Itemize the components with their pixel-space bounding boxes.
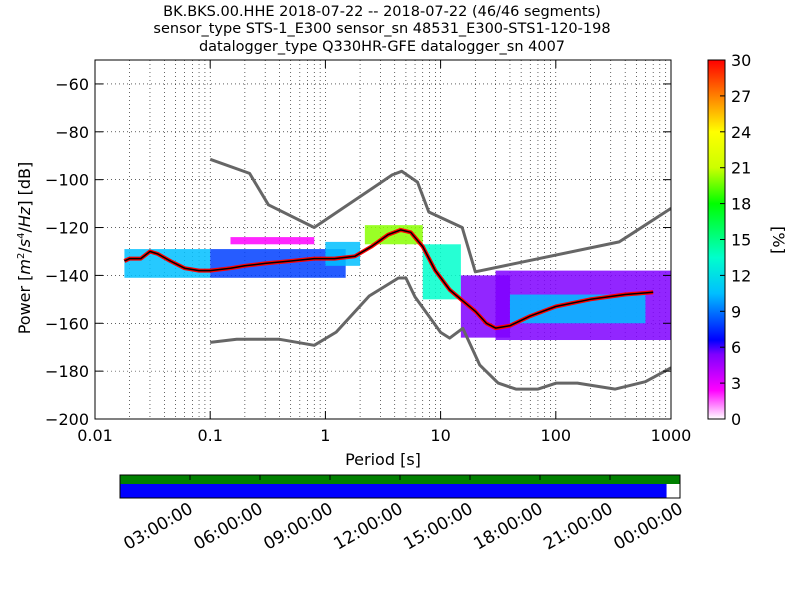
timeline-tick-label: 18:00:00 bbox=[470, 499, 546, 555]
timeline-tick-label: 21:00:00 bbox=[540, 499, 616, 555]
x-tick-label: 1 bbox=[320, 426, 330, 445]
y-tick-label: −120 bbox=[45, 219, 89, 238]
plot-frame bbox=[94, 59, 672, 420]
colorbar-tick-label: 3 bbox=[731, 374, 741, 393]
timeline-tick-label: 12:00:00 bbox=[330, 499, 406, 555]
y-tick-label: −100 bbox=[45, 171, 89, 190]
y-tick-label: −160 bbox=[45, 314, 89, 333]
y-tick-label: −140 bbox=[45, 266, 89, 285]
x-axis-label: Period [s] bbox=[345, 450, 421, 469]
psd-heatmap bbox=[124, 225, 671, 341]
chart-title-line-1: BK.BKS.00.HHE 2018-07-22 -- 2018-07-22 (… bbox=[163, 4, 601, 20]
heatmap-cell bbox=[509, 294, 646, 324]
colorbar-label: [%] bbox=[769, 226, 788, 254]
median-curve bbox=[124, 229, 654, 329]
colorbar-tick-label: 24 bbox=[731, 123, 751, 142]
timeline-tick-label: 15:00:00 bbox=[400, 499, 476, 555]
colorbar-tick-label: 21 bbox=[731, 159, 751, 178]
heatmap-cell bbox=[230, 237, 315, 245]
timeline-tick-label: 00:00:00 bbox=[610, 499, 686, 555]
y-tick-label: −180 bbox=[45, 362, 89, 381]
x-tick-label: 1000 bbox=[651, 426, 692, 445]
colorbar-tick-label: 30 bbox=[731, 51, 751, 70]
y-tick-label: −60 bbox=[55, 75, 89, 94]
y-ticks: −200 −180 −160 −140 −120 −100 −80 −60 bbox=[45, 75, 671, 429]
y-axis-label: Power [m2/s4/Hz] [dB] bbox=[15, 162, 34, 335]
chart-title-line-3: datalogger_type Q330HR-GFE datalogger_sn… bbox=[199, 39, 565, 55]
x-tick-label: 0.01 bbox=[77, 426, 113, 445]
colorbar-tick-label: 6 bbox=[731, 338, 741, 357]
timeline-coverage-bar bbox=[120, 484, 667, 498]
x-tick-label: 10 bbox=[430, 426, 450, 445]
x-tick-label: 0.1 bbox=[197, 426, 222, 445]
timeline-tick-label: 09:00:00 bbox=[260, 499, 336, 555]
heatmap-cell bbox=[422, 244, 461, 300]
x-tick-label: 100 bbox=[541, 426, 572, 445]
colorbar-tick-label: 0 bbox=[731, 410, 741, 429]
nhnm-curve bbox=[210, 276, 671, 391]
y-tick-label: −200 bbox=[45, 410, 89, 429]
heatmap-cell bbox=[325, 241, 361, 266]
heatmap-cell bbox=[124, 249, 211, 278]
colorbar-tick-label: 12 bbox=[731, 266, 751, 285]
timeline-tick-label: 06:00:00 bbox=[190, 499, 266, 555]
colorbar-ticks: 0 3 6 9 12 15 18 21 24 27 30 bbox=[720, 51, 751, 429]
noise-models bbox=[123, 157, 671, 391]
colorbar-tick-label: 27 bbox=[731, 87, 751, 106]
colorbar-tick-label: 18 bbox=[731, 195, 751, 214]
x-ticks: 0.01 0.1 1 10 100 1000 bbox=[77, 60, 691, 445]
colorbar-tick-label: 9 bbox=[731, 302, 741, 321]
colorbar-tick-label: 15 bbox=[731, 231, 751, 250]
chart-title-line-2: sensor_type STS-1_E300 sensor_sn 48531_E… bbox=[153, 21, 610, 37]
nlnm-curve bbox=[209, 157, 671, 274]
timeline-tick-label: 03:00:00 bbox=[120, 499, 196, 555]
y-tick-label: −80 bbox=[55, 123, 89, 142]
